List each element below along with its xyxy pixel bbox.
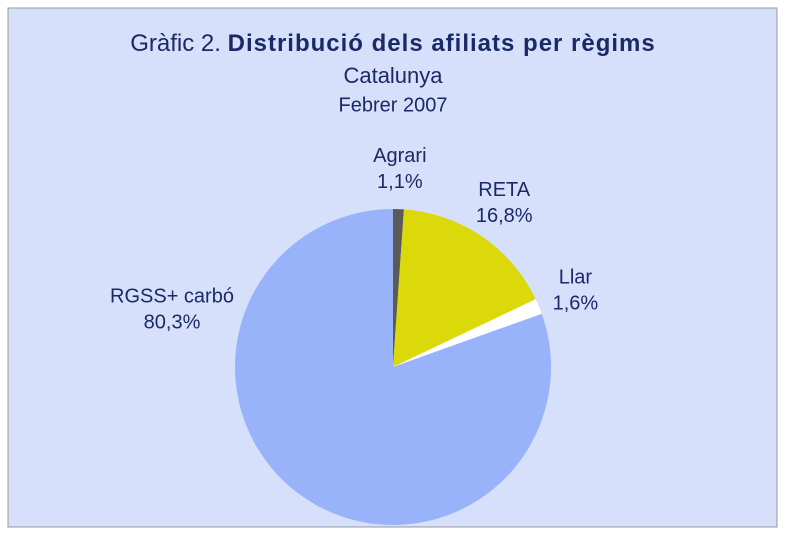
slice-value-label: 1,6%: [553, 293, 599, 315]
pie-slice: [393, 209, 536, 367]
slice-label: RGSS+ carbó: [110, 285, 234, 307]
slice-label: Agrari: [373, 145, 426, 167]
pie-slice: [393, 299, 542, 367]
pie-slice: [235, 209, 551, 526]
slice-value-label: 1,1%: [377, 171, 423, 193]
subtitle: Febrer 2007: [339, 94, 448, 116]
slice-value-label: 80,3%: [144, 311, 201, 333]
chart-title: Gràfic 2. Distribució dels afiliats per …: [130, 30, 656, 57]
title-main: Distribució dels afiliats per règims: [228, 30, 656, 57]
slice-label: RETA: [478, 179, 531, 201]
slice-label: Llar: [559, 267, 593, 289]
subtitle: Catalunya: [343, 63, 443, 88]
title-label: Gràfic 2.: [130, 30, 221, 57]
pie-slice: [393, 209, 404, 367]
slice-value-label: 16,8%: [476, 205, 533, 227]
